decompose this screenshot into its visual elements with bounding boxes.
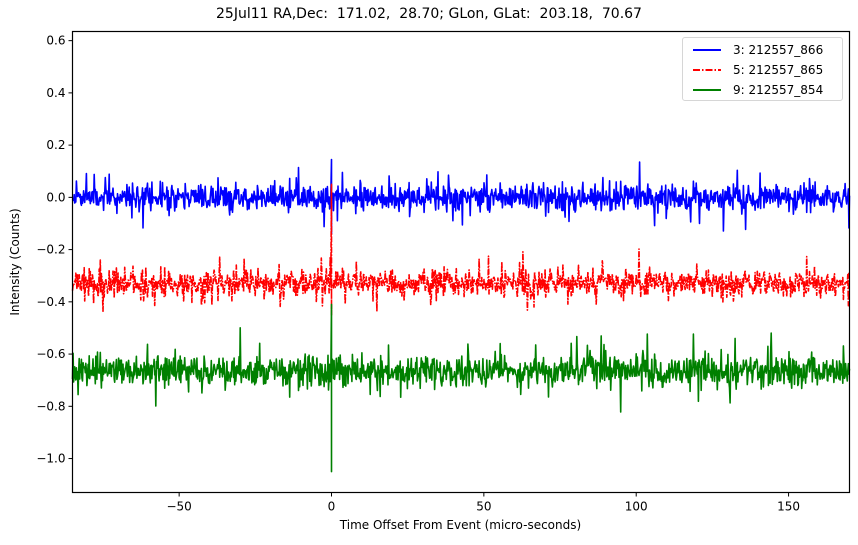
series-line-9 xyxy=(71,303,851,473)
series-line-5 xyxy=(71,183,850,316)
y-tick-label: −1.0 xyxy=(36,452,65,466)
y-tick-label: −0.4 xyxy=(36,295,65,309)
y-tick-label: −0.6 xyxy=(36,347,65,361)
series-layer xyxy=(71,158,851,473)
y-tick-label: 0.0 xyxy=(46,190,65,204)
axes-frame xyxy=(71,30,851,494)
y-tick-label: 0.4 xyxy=(46,86,65,100)
legend-entry-series-3: 3: 212557_866 xyxy=(683,40,823,60)
y-axis-label: Intensity (Counts) xyxy=(8,208,22,316)
series-line-3 xyxy=(71,158,851,235)
y-tick-label: 0.2 xyxy=(46,138,65,152)
legend-label: 3: 212557_866 xyxy=(733,43,824,57)
legend-label: 9: 212557_854 xyxy=(733,83,824,97)
y-tick-label: −0.2 xyxy=(36,243,65,257)
x-tick-label: −50 xyxy=(166,500,191,514)
x-tick-label: 50 xyxy=(476,500,491,514)
x-axis-ticks: −50 0 50 100 150 xyxy=(166,492,800,514)
x-axis-label: Time Offset From Event (micro-seconds) xyxy=(339,518,582,532)
legend-line-green-icon xyxy=(693,89,721,91)
legend-label: 5: 212557_865 xyxy=(733,63,824,77)
legend-line-red-dashdot-icon xyxy=(693,69,721,71)
y-tick-label: 0.6 xyxy=(46,34,65,48)
x-tick-label: 0 xyxy=(328,500,336,514)
legend-entry-series-5: 5: 212557_865 xyxy=(683,60,823,80)
y-axis-ticks: 0.6 0.4 0.2 0.0 −0.2 −0.4 −0.6 −0.8 −1.0 xyxy=(36,34,73,466)
chart-title: 25Jul11 RA,Dec: 171.02, 28.70; GLon, GLa… xyxy=(216,6,642,22)
legend: 3: 212557_866 5: 212557_865 9: 212557_85… xyxy=(682,37,843,101)
legend-line-blue-icon xyxy=(693,49,721,51)
y-tick-label: −0.8 xyxy=(36,399,65,413)
x-tick-label: 150 xyxy=(777,500,800,514)
legend-entry-series-9: 9: 212557_854 xyxy=(683,80,823,100)
x-tick-label: 100 xyxy=(625,500,648,514)
